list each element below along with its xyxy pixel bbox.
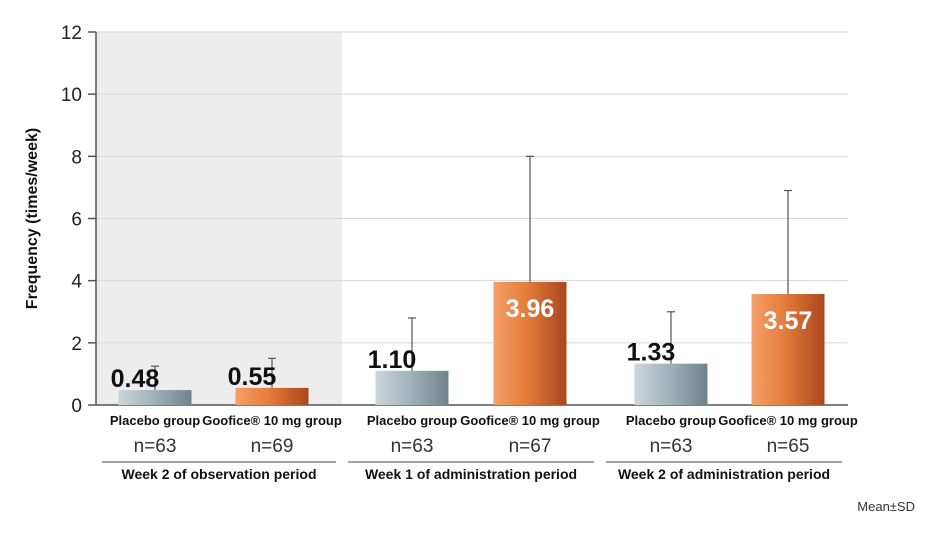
category-label: Placebo group	[110, 413, 200, 428]
n-label: n=65	[767, 436, 810, 457]
period-label: Week 2 of observation period	[121, 466, 316, 482]
y-tick-label: 0	[71, 396, 82, 417]
bar-goofice	[493, 281, 567, 405]
y-tick-label: 8	[71, 147, 82, 168]
period-label: Week 1 of administration period	[365, 466, 577, 482]
y-tick-label: 12	[61, 23, 82, 44]
n-label: n=63	[650, 436, 693, 457]
stat-note: Mean±SD	[857, 499, 915, 514]
period-label: Week 2 of administration period	[618, 466, 830, 482]
data-label: 0.55	[228, 363, 277, 391]
bar-placebo	[118, 390, 192, 405]
bar-placebo	[634, 363, 708, 405]
category-label: Placebo group	[367, 413, 457, 428]
category-label: Goofice® 10 mg group	[460, 413, 600, 428]
data-label: 1.33	[627, 339, 676, 367]
data-label: 3.96	[506, 295, 555, 323]
y-tick-label: 6	[71, 210, 82, 231]
category-label: Goofice® 10 mg group	[202, 413, 342, 428]
y-tick-label: 4	[71, 272, 82, 293]
bar-goofice	[751, 294, 825, 405]
n-label: n=63	[134, 436, 177, 457]
bar-placebo	[375, 370, 449, 405]
n-label: n=67	[509, 436, 552, 457]
bar-goofice	[235, 387, 309, 405]
data-label: 0.48	[111, 365, 160, 393]
y-tick-label: 10	[61, 85, 82, 106]
data-label: 3.57	[764, 307, 813, 335]
category-label: Placebo group	[626, 413, 716, 428]
n-label: n=63	[391, 436, 434, 457]
data-label: 1.10	[368, 346, 417, 374]
y-tick-label: 2	[71, 334, 82, 355]
n-label: n=69	[251, 436, 294, 457]
category-label: Goofice® 10 mg group	[718, 413, 858, 428]
y-axis-label: Frequency (times/week)	[24, 128, 41, 309]
